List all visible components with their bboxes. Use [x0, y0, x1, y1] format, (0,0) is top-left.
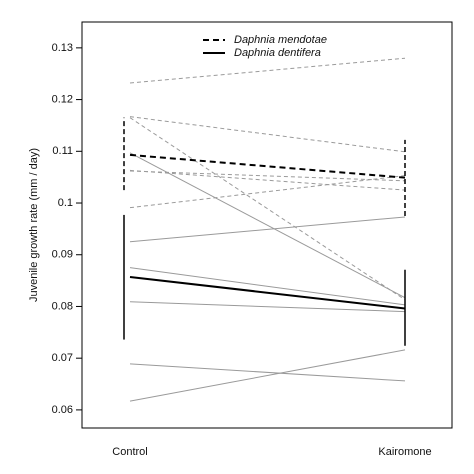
- clone-line: [129, 152, 406, 299]
- legend-label: Daphnia mendotae: [234, 34, 327, 46]
- clone-line: [129, 301, 406, 313]
- y-tick-label: 0.1: [58, 197, 73, 209]
- y-tick-label: 0.12: [52, 93, 73, 105]
- mean-line: [129, 275, 406, 310]
- clone-line: [129, 216, 406, 243]
- y-tick-label: 0.06: [52, 404, 73, 416]
- clone-line: [129, 57, 406, 84]
- clone-line: [129, 170, 406, 182]
- plot-frame: [81, 21, 453, 429]
- y-tick-label: 0.11: [52, 145, 73, 157]
- x-tick-label: Control: [112, 446, 147, 458]
- clone-line: [129, 175, 406, 209]
- y-tick-label: 0.08: [52, 300, 73, 312]
- y-axis-label: Juvenile growth rate (mm / day): [28, 148, 40, 302]
- clone-line: [129, 363, 406, 382]
- clone-line: [129, 267, 406, 306]
- y-tick-label: 0.13: [52, 42, 73, 54]
- mean-line: [129, 153, 406, 179]
- x-tick-label: Kairomone: [378, 446, 431, 458]
- legend-label: Daphnia dentifera: [234, 47, 321, 59]
- clone-line: [129, 349, 406, 402]
- clone-line: [129, 116, 406, 153]
- y-tick-label: 0.09: [52, 249, 73, 261]
- y-tick-label: 0.07: [52, 352, 73, 364]
- clone-line: [129, 117, 406, 301]
- clone-line: [129, 169, 406, 191]
